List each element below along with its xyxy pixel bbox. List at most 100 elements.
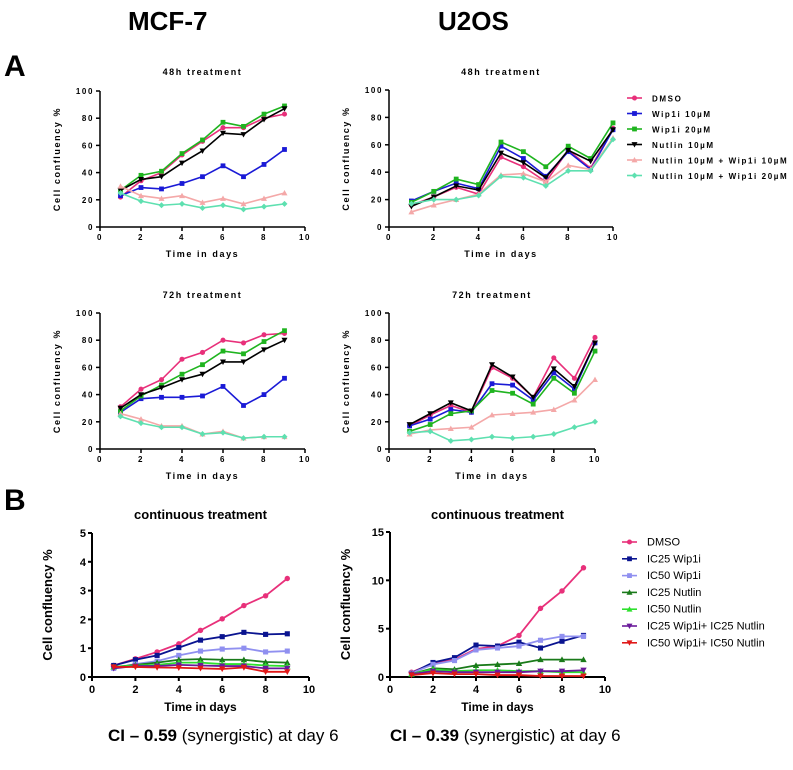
data-point bbox=[176, 652, 182, 658]
data-point bbox=[179, 424, 185, 431]
y-tick-label: 40 bbox=[371, 168, 383, 177]
x-tick-label: 0 bbox=[97, 455, 103, 464]
data-point bbox=[626, 623, 633, 629]
data-point bbox=[240, 340, 247, 346]
data-point bbox=[537, 668, 544, 675]
data-point bbox=[261, 332, 267, 338]
x-axis-label: Time in days bbox=[166, 249, 240, 259]
series-nutlin-10-m bbox=[406, 340, 598, 428]
data-point bbox=[551, 355, 557, 361]
data-point bbox=[453, 196, 460, 203]
x-tick-label: 8 bbox=[559, 684, 565, 696]
legend-label: IC50 Wip1i+ IC50 Nutlin bbox=[647, 637, 765, 649]
data-point bbox=[138, 192, 144, 199]
x-axis-label: Time in days bbox=[164, 700, 237, 714]
data-point bbox=[427, 416, 433, 422]
data-point bbox=[510, 390, 515, 396]
data-point bbox=[559, 633, 565, 639]
data-point bbox=[199, 148, 206, 154]
data-point bbox=[542, 178, 549, 185]
x-tick-label: 10 bbox=[299, 455, 311, 464]
data-point bbox=[261, 347, 267, 353]
data-point bbox=[565, 143, 571, 149]
x-tick-label: 0 bbox=[386, 455, 392, 464]
legend-label: Nutlin 10µM + Wip1i 20µM bbox=[652, 172, 788, 181]
data-point bbox=[241, 629, 247, 635]
data-point bbox=[448, 407, 454, 412]
chart-title: continuous treatment bbox=[134, 507, 268, 522]
data-point bbox=[220, 163, 226, 169]
data-point bbox=[138, 396, 144, 402]
y-axis-label: Cell confluency % bbox=[341, 106, 351, 210]
data-point bbox=[516, 643, 522, 649]
data-point bbox=[199, 199, 206, 205]
data-point bbox=[158, 174, 165, 180]
data-point bbox=[117, 413, 124, 420]
data-point bbox=[158, 202, 165, 209]
y-tick-label: 80 bbox=[82, 336, 94, 345]
data-point bbox=[509, 435, 516, 442]
data-point bbox=[281, 111, 288, 117]
data-point bbox=[498, 173, 504, 180]
data-point bbox=[282, 328, 287, 334]
data-point bbox=[429, 670, 437, 677]
x-tick-label: 2 bbox=[138, 233, 144, 242]
data-point bbox=[219, 634, 225, 640]
data-point bbox=[281, 190, 288, 196]
data-point bbox=[537, 645, 544, 651]
x-axis-label: Time in days bbox=[455, 471, 529, 481]
data-point bbox=[580, 656, 587, 663]
legend-label: DMSO bbox=[647, 537, 680, 549]
ci-annotation-mcf7: CI – 0.59 (synergistic) at day 6 bbox=[108, 726, 339, 746]
data-point bbox=[197, 637, 204, 643]
series-nutlin-10-m-wip1i-20-m bbox=[408, 136, 616, 207]
data-point bbox=[284, 631, 290, 637]
data-point bbox=[158, 424, 165, 431]
y-tick-label: 0 bbox=[80, 672, 86, 684]
data-point bbox=[261, 195, 267, 201]
data-point bbox=[530, 409, 537, 415]
data-point bbox=[219, 656, 226, 663]
data-point bbox=[551, 375, 557, 381]
data-point bbox=[408, 208, 415, 215]
x-tick-label: 4 bbox=[179, 233, 185, 242]
data-point bbox=[498, 143, 504, 149]
data-point bbox=[179, 200, 185, 207]
ci-description: (synergistic) at day 6 bbox=[459, 726, 621, 745]
y-tick-label: 3 bbox=[80, 586, 86, 598]
y-tick-label: 10 bbox=[372, 575, 384, 587]
data-point bbox=[110, 664, 117, 671]
y-tick-label: 100 bbox=[76, 87, 94, 96]
x-tick-label: 6 bbox=[219, 684, 225, 696]
data-point bbox=[530, 394, 537, 401]
data-point bbox=[117, 183, 124, 189]
y-tick-label: 5 bbox=[378, 624, 384, 636]
data-point bbox=[447, 400, 454, 406]
series-line bbox=[411, 129, 614, 208]
legend-item: DMSO bbox=[627, 95, 681, 104]
legend-item: Nutlin 10µM bbox=[627, 141, 713, 150]
data-point bbox=[179, 160, 185, 167]
data-point bbox=[179, 371, 185, 377]
data-point bbox=[626, 606, 633, 612]
series-nutlin-10-m-wip1i-20-m bbox=[117, 413, 288, 442]
data-point bbox=[240, 359, 247, 365]
legend-item: IC25 Wip1i bbox=[622, 553, 701, 565]
data-point bbox=[451, 671, 458, 678]
data-point bbox=[240, 656, 248, 663]
data-point bbox=[240, 206, 247, 213]
series-line bbox=[409, 379, 596, 435]
data-point bbox=[220, 125, 226, 131]
data-point bbox=[468, 424, 475, 430]
series-line bbox=[409, 342, 596, 426]
data-point bbox=[282, 375, 287, 381]
y-tick-label: 80 bbox=[82, 114, 94, 123]
data-point bbox=[199, 204, 206, 211]
data-point bbox=[197, 665, 204, 672]
data-point bbox=[476, 182, 481, 187]
data-point bbox=[281, 337, 288, 344]
data-point bbox=[468, 408, 475, 414]
legend-item: Nutlin 10µM + Wip1i 20µM bbox=[627, 172, 788, 181]
